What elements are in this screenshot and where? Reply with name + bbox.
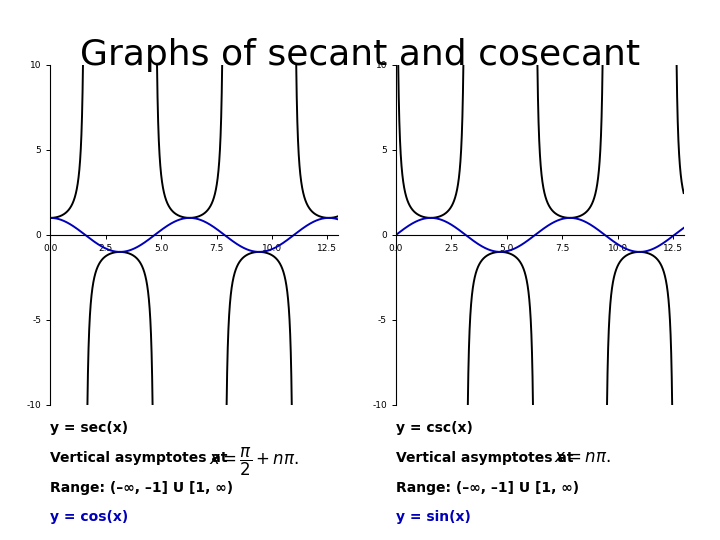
Text: y = cos(x): y = cos(x) bbox=[50, 510, 129, 524]
Text: y = sec(x): y = sec(x) bbox=[50, 421, 129, 435]
Text: Vertical asymptotes at: Vertical asymptotes at bbox=[50, 451, 228, 465]
Text: $x = n\pi.$: $x = n\pi.$ bbox=[554, 448, 611, 466]
Text: y = sin(x): y = sin(x) bbox=[396, 510, 471, 524]
Text: y = csc(x): y = csc(x) bbox=[396, 421, 473, 435]
Text: Graphs of secant and cosecant: Graphs of secant and cosecant bbox=[80, 38, 640, 72]
Text: $x = \dfrac{\pi}{2} + n\pi.$: $x = \dfrac{\pi}{2} + n\pi.$ bbox=[209, 446, 299, 478]
Text: Vertical asymptotes at: Vertical asymptotes at bbox=[396, 451, 574, 465]
Text: Range: (–∞, –1] U [1, ∞): Range: (–∞, –1] U [1, ∞) bbox=[50, 481, 233, 495]
Text: Range: (–∞, –1] U [1, ∞): Range: (–∞, –1] U [1, ∞) bbox=[396, 481, 579, 495]
